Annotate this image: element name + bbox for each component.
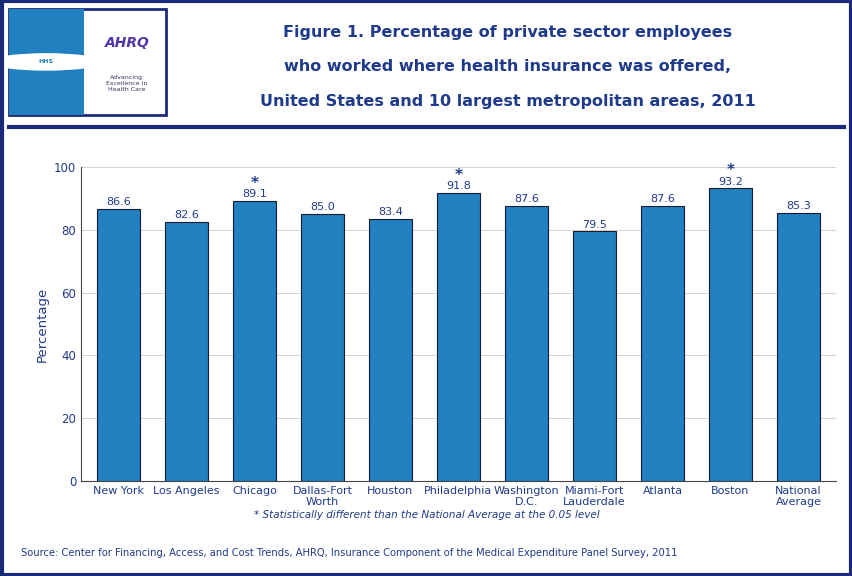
Text: Advancing
Excellence in
Health Care: Advancing Excellence in Health Care bbox=[106, 75, 147, 92]
Text: United States and 10 largest metropolitan areas, 2011: United States and 10 largest metropolita… bbox=[259, 94, 755, 109]
Text: 83.4: 83.4 bbox=[377, 207, 402, 217]
FancyBboxPatch shape bbox=[9, 9, 84, 115]
Text: 87.6: 87.6 bbox=[649, 194, 674, 204]
Bar bbox=[641, 206, 682, 481]
Text: 91.8: 91.8 bbox=[446, 181, 470, 191]
Bar bbox=[776, 213, 819, 481]
Text: 79.5: 79.5 bbox=[581, 219, 607, 229]
Text: *: * bbox=[454, 168, 462, 183]
Text: 87.6: 87.6 bbox=[514, 194, 538, 204]
Bar bbox=[301, 214, 343, 481]
Text: HHS: HHS bbox=[39, 59, 54, 65]
Text: 85.0: 85.0 bbox=[310, 202, 335, 212]
Bar bbox=[97, 209, 140, 481]
Text: *: * bbox=[726, 164, 734, 179]
Text: 86.6: 86.6 bbox=[106, 197, 130, 207]
Bar bbox=[573, 232, 615, 481]
Text: 89.1: 89.1 bbox=[242, 190, 267, 199]
Bar bbox=[233, 201, 275, 481]
Text: Source: Center for Financing, Access, and Cost Trends, AHRQ, Insurance Component: Source: Center for Financing, Access, an… bbox=[21, 548, 677, 558]
Y-axis label: Percentage: Percentage bbox=[35, 286, 49, 362]
FancyBboxPatch shape bbox=[9, 9, 166, 115]
Bar bbox=[369, 219, 411, 481]
Text: Figure 1. Percentage of private sector employees: Figure 1. Percentage of private sector e… bbox=[283, 25, 731, 40]
Bar bbox=[709, 188, 751, 481]
Bar bbox=[165, 222, 207, 481]
Circle shape bbox=[0, 54, 101, 70]
Text: *: * bbox=[250, 176, 258, 191]
Text: AHRQ: AHRQ bbox=[105, 36, 149, 50]
Text: * Statistically different than the National Average at the 0.05 level: * Statistically different than the Natio… bbox=[253, 510, 599, 520]
Bar bbox=[505, 206, 547, 481]
Text: 93.2: 93.2 bbox=[717, 176, 742, 187]
Text: 82.6: 82.6 bbox=[174, 210, 199, 220]
Text: who worked where health insurance was offered,: who worked where health insurance was of… bbox=[284, 59, 730, 74]
Text: 85.3: 85.3 bbox=[786, 201, 810, 211]
Bar bbox=[437, 193, 479, 481]
